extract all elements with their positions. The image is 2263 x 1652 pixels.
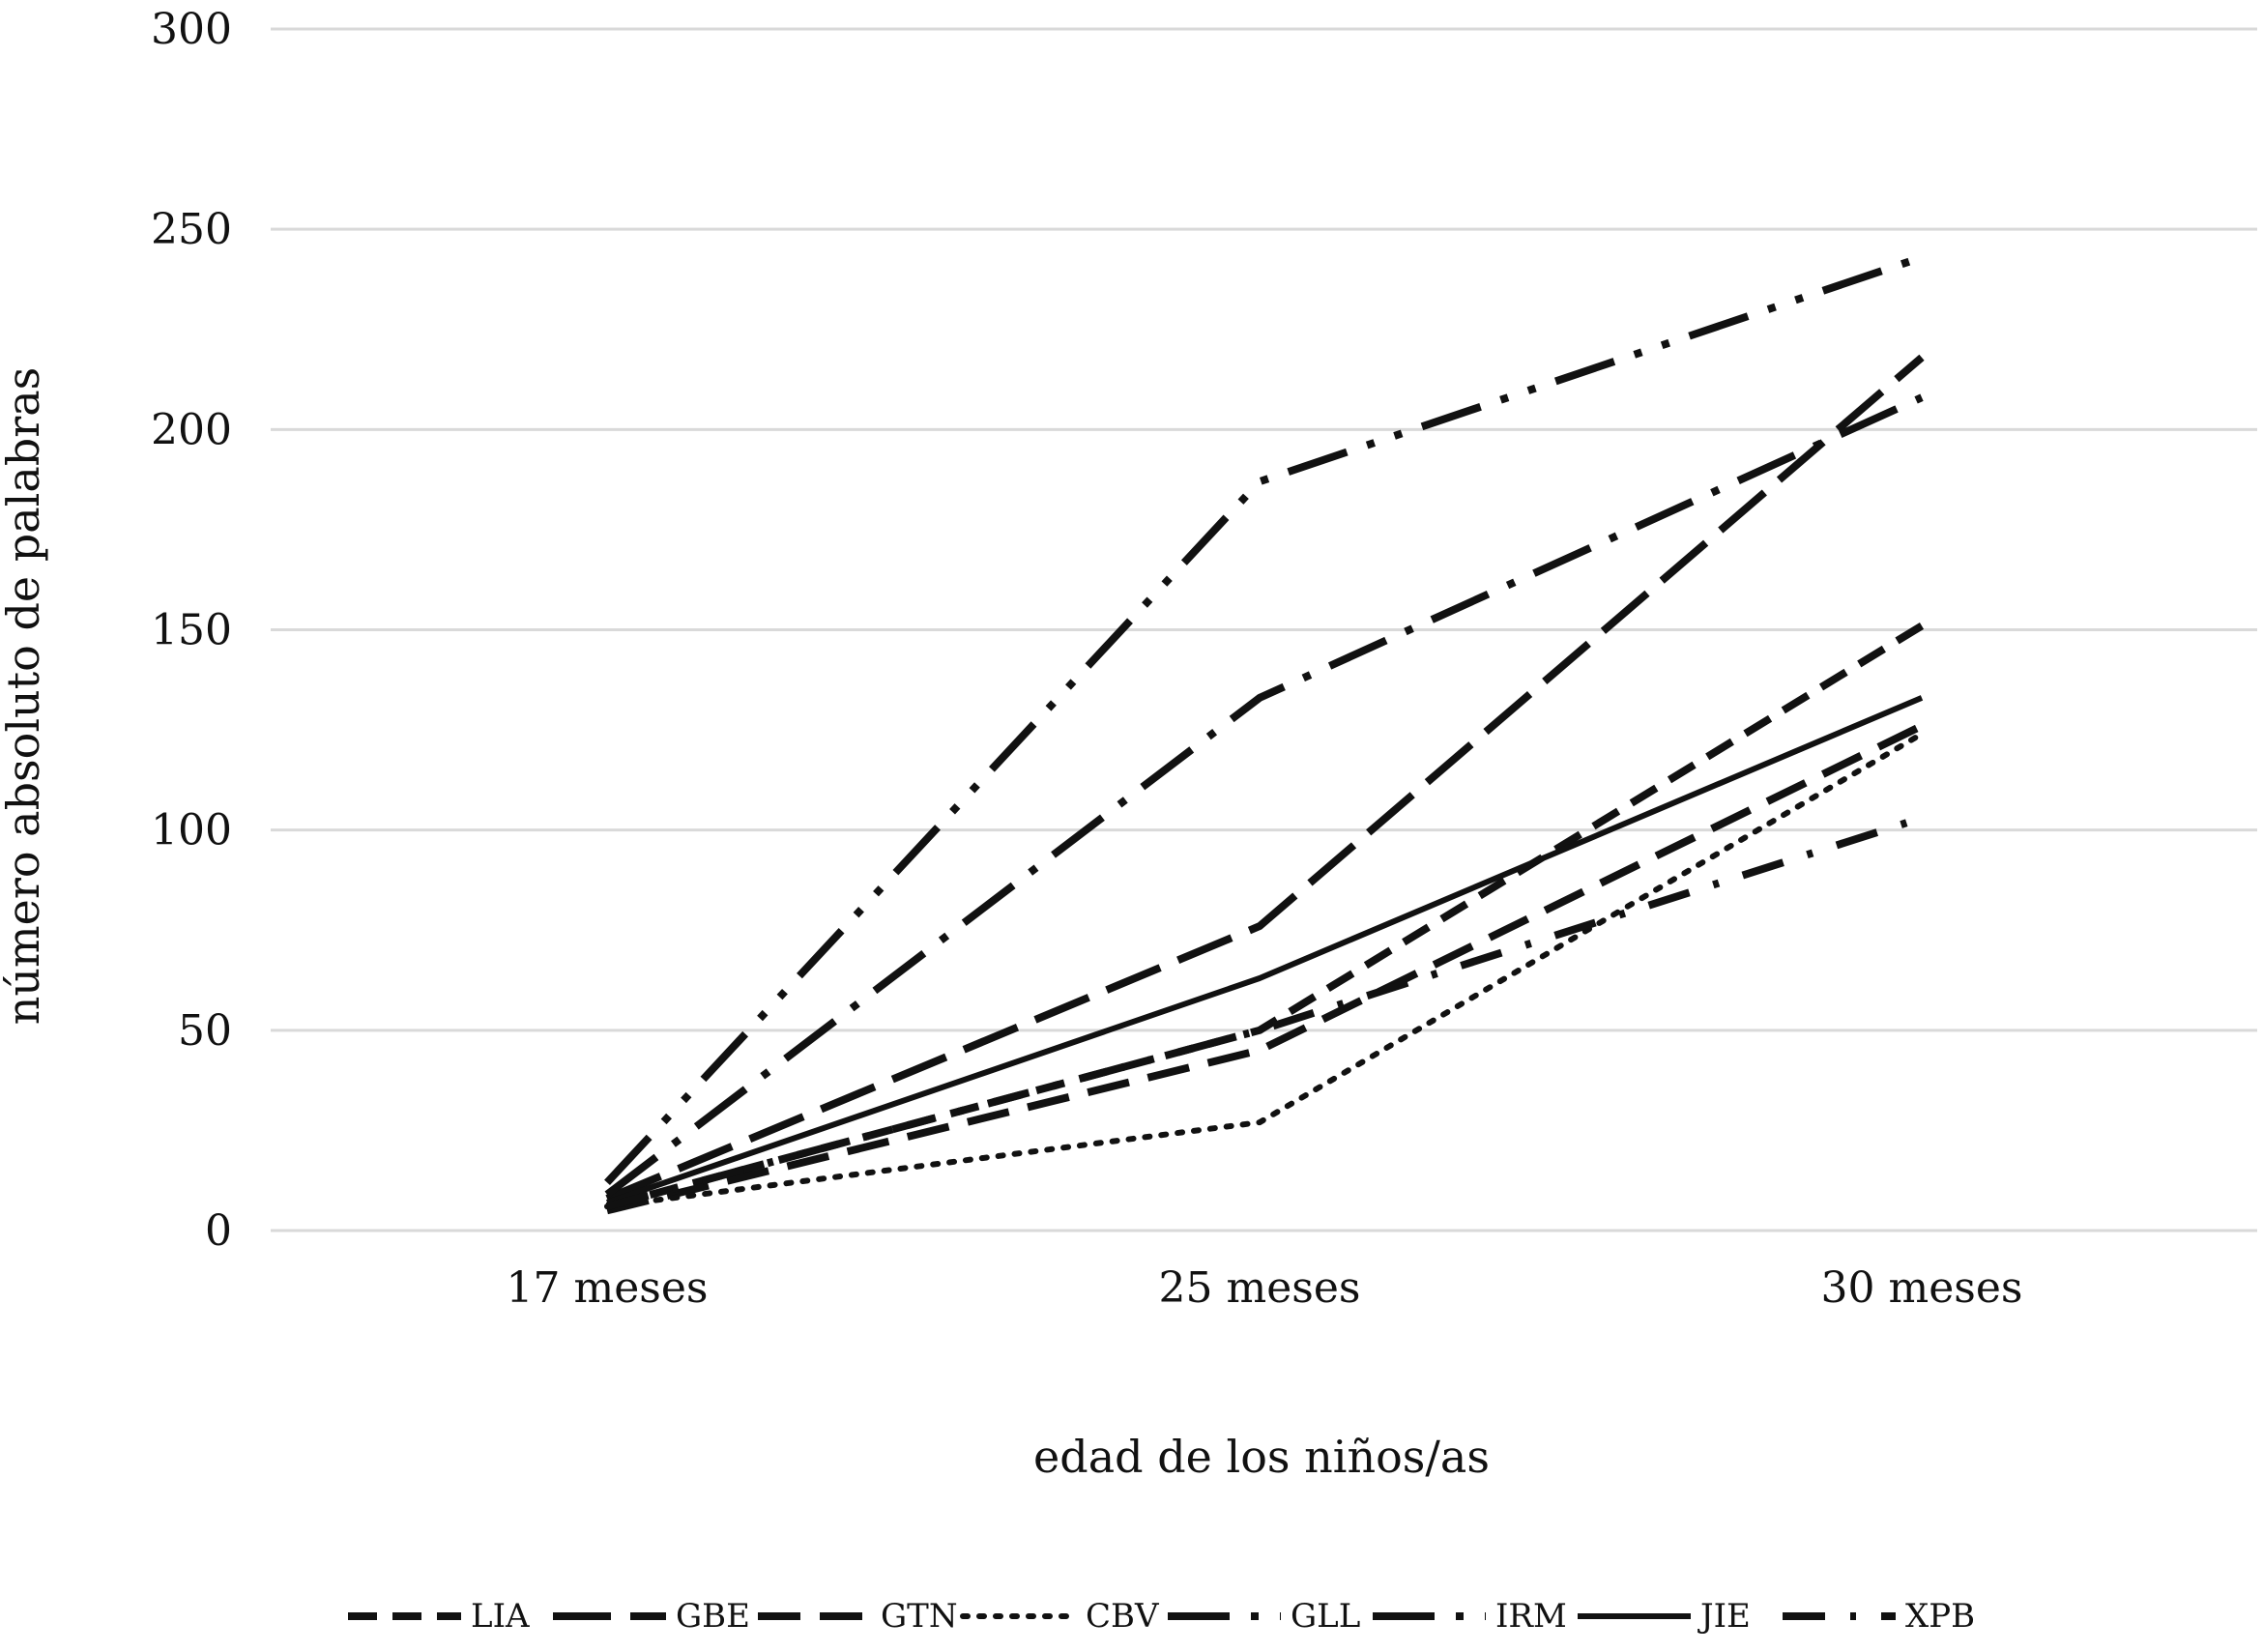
gridlines [271,27,2257,1232]
y-tick-300: 300 [151,5,232,54]
y-tick-250: 250 [151,205,232,254]
x-tick-1: 25 meses [1159,1263,1361,1313]
y-tick-50: 50 [178,1006,232,1056]
series-line-irm [604,253,1924,1186]
y-axis-title: número absoluto de palabras [0,367,49,1025]
legend-label-gbe: GBE [676,1597,750,1636]
legend-label-gtn: GTN [881,1597,958,1636]
series-line-xpb [605,814,1924,1210]
series-line-jie [606,695,1924,1205]
x-tick-labels: 17 meses 25 meses 30 meses [507,1263,2023,1313]
legend-label-cbv: CBV [1086,1597,1160,1636]
series-lines [604,253,1925,1215]
x-tick-2: 30 meses [1821,1263,2023,1313]
y-tick-100: 100 [151,806,232,855]
y-tick-labels: 0 50 100 150 200 250 300 [151,5,232,1256]
y-tick-150: 150 [151,606,232,655]
legend-label-lia: LIA [471,1597,530,1636]
series-line-gll [604,393,1924,1198]
series-line-gbe [605,354,1925,1203]
legend-label-irm: IRM [1495,1597,1567,1636]
y-tick-200: 200 [151,405,232,454]
x-tick-0: 17 meses [507,1263,709,1313]
legend-label-xpb: XPB [1905,1597,1975,1636]
legend-label-jie: JIE [1697,1597,1751,1636]
legend: LIA GBE GTN CBV GLL IRM JIE XPB [348,1597,1975,1636]
y-tick-0: 0 [205,1206,232,1256]
series-line-gtn [606,722,1924,1215]
series-line-cbv [604,731,1925,1210]
legend-label-gll: GLL [1291,1597,1360,1636]
x-axis-title: edad de los niños/as [1033,1431,1490,1483]
